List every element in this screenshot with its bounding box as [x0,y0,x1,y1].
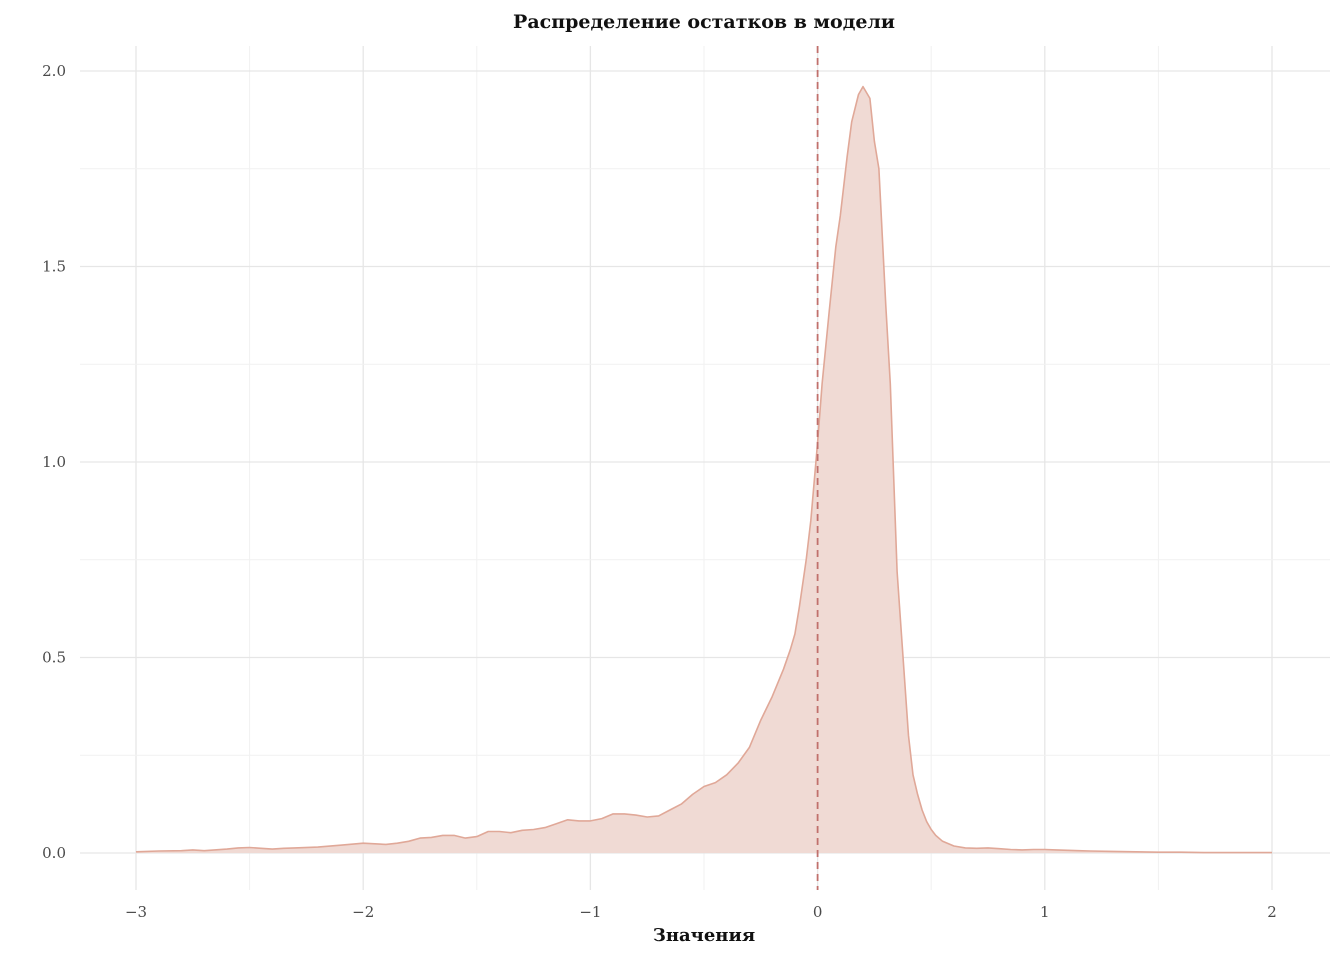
x-tick-label: 1 [1040,903,1050,921]
x-tick-label: −1 [579,903,601,921]
x-tick-label: −2 [352,903,374,921]
y-tick-label: 1.5 [42,258,66,276]
y-tick-label: 2.0 [42,62,66,80]
x-tick-label: 2 [1267,903,1277,921]
density-area [135,85,1272,854]
y-axis-tick-labels: 0.0 0.5 1.0 1.5 2.0 [42,62,66,862]
grid [80,46,1330,890]
x-tick-label: −3 [125,903,147,921]
x-axis-title: Значения [653,925,755,946]
x-tick-label: 0 [813,903,823,921]
y-tick-label: 1.0 [42,453,66,471]
x-axis-tick-labels: −3 −2 −1 0 1 2 [125,903,1277,921]
density-curve [135,85,1272,854]
y-tick-label: 0.5 [42,649,66,667]
chart-title: Распределение остатков в модели [513,11,895,33]
y-tick-label: 0.0 [42,844,66,862]
